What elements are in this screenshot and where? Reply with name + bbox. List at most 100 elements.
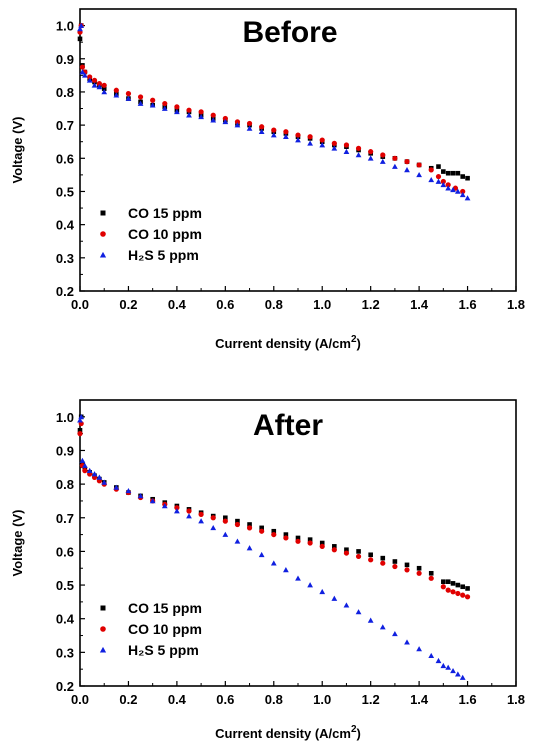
data-point xyxy=(186,107,192,113)
data-point xyxy=(332,544,337,549)
data-point xyxy=(445,182,451,188)
data-point xyxy=(319,543,325,549)
data-point xyxy=(162,100,168,107)
chart-title: Before xyxy=(242,16,337,49)
y-tick-label: 0.3 xyxy=(56,251,74,266)
y-tick-label: 0.4 xyxy=(56,218,75,233)
data-point xyxy=(78,413,85,420)
legend-label: H₂S 5 ppm xyxy=(128,247,199,263)
data-point xyxy=(344,547,349,553)
data-point xyxy=(440,178,446,185)
legend-marker xyxy=(100,210,106,216)
data-point xyxy=(77,427,83,433)
data-point xyxy=(428,570,434,576)
data-point xyxy=(392,563,398,570)
x-tick-label: 1.4 xyxy=(410,692,429,707)
data-point xyxy=(271,528,277,534)
data-point xyxy=(392,630,398,637)
data-point xyxy=(343,550,350,556)
data-point xyxy=(101,89,108,95)
y-tick-label: 0.8 xyxy=(56,85,74,100)
data-point xyxy=(258,551,265,558)
data-point xyxy=(137,100,144,106)
x-tick-label: 0.2 xyxy=(119,692,137,707)
data-point xyxy=(319,142,326,148)
data-point xyxy=(149,498,156,504)
data-point xyxy=(78,22,85,28)
data-point xyxy=(428,167,434,173)
data-point xyxy=(440,181,447,188)
data-point xyxy=(319,137,325,143)
data-point xyxy=(137,493,144,499)
legend-label: H₂S 5 ppm xyxy=(128,642,199,658)
y-tick-label: 0.9 xyxy=(56,443,74,458)
x-tick-label: 0.0 xyxy=(71,297,89,312)
y-tick-label: 0.5 xyxy=(56,578,74,593)
data-point xyxy=(450,667,456,674)
data-point xyxy=(380,560,386,566)
data-point xyxy=(161,105,168,111)
data-point xyxy=(198,109,204,115)
x-tick-label: 1.6 xyxy=(459,297,477,312)
data-point xyxy=(460,174,466,179)
data-point xyxy=(307,537,313,542)
data-point xyxy=(435,657,442,664)
data-point xyxy=(450,170,456,176)
series-1 xyxy=(77,420,471,600)
data-point xyxy=(283,133,289,140)
data-point xyxy=(235,518,240,524)
data-point xyxy=(445,185,452,191)
data-point xyxy=(343,142,350,148)
y-axis-label: Voltage (V) xyxy=(10,117,25,184)
legend-marker xyxy=(99,646,107,653)
chart-panel-before: 0.0 0.2 0.4 0.6 0.8 1.0 1.2 1.4 1.6 1.80.20.30.40… xyxy=(10,8,525,351)
data-point xyxy=(441,579,446,584)
chart-panel-after: 0.0 0.2 0.4 0.6 0.8 1.0 1.2 1.4 1.6 1.80.20.30.40… xyxy=(10,399,525,741)
data-point xyxy=(331,140,337,146)
data-point xyxy=(355,609,362,615)
data-point xyxy=(355,152,362,158)
data-point xyxy=(464,195,471,201)
data-point xyxy=(450,581,456,586)
data-point xyxy=(307,134,313,140)
data-point xyxy=(271,531,277,538)
data-point xyxy=(222,518,228,524)
data-point xyxy=(101,82,107,88)
data-point xyxy=(464,594,471,600)
data-point xyxy=(174,508,180,514)
chart-title: After xyxy=(253,409,323,442)
data-point xyxy=(379,158,386,164)
data-point xyxy=(81,462,88,468)
data-point xyxy=(455,582,461,588)
data-point xyxy=(416,162,422,168)
data-point xyxy=(367,617,374,623)
x-tick-label: 0.6 xyxy=(216,297,234,312)
data-point xyxy=(428,176,435,183)
x-axis-label-main: Current density (A/cm xyxy=(215,726,351,741)
data-point xyxy=(149,102,156,108)
data-point xyxy=(307,540,313,546)
data-point xyxy=(91,471,98,477)
data-point xyxy=(343,602,350,608)
data-point xyxy=(404,639,410,645)
data-point xyxy=(379,624,386,630)
data-point xyxy=(435,178,442,184)
data-point xyxy=(283,567,289,573)
x-tick-label: 1.8 xyxy=(507,297,525,312)
y-tick-label: 0.3 xyxy=(56,645,74,660)
data-point xyxy=(343,148,350,154)
y-tick-label: 0.5 xyxy=(56,184,74,199)
data-point xyxy=(174,104,180,110)
data-point xyxy=(77,431,83,437)
data-point xyxy=(270,132,277,138)
x-tick-label: 0.8 xyxy=(265,692,283,707)
data-point xyxy=(234,538,241,544)
data-point xyxy=(210,515,216,521)
x-tick-label: 1.4 xyxy=(410,297,429,312)
data-point xyxy=(82,468,88,474)
data-point xyxy=(161,503,168,509)
y-tick-label: 0.4 xyxy=(56,612,75,627)
y-tick-label: 0.7 xyxy=(56,511,74,526)
x-axis-label-superscript: 2 xyxy=(351,724,357,735)
